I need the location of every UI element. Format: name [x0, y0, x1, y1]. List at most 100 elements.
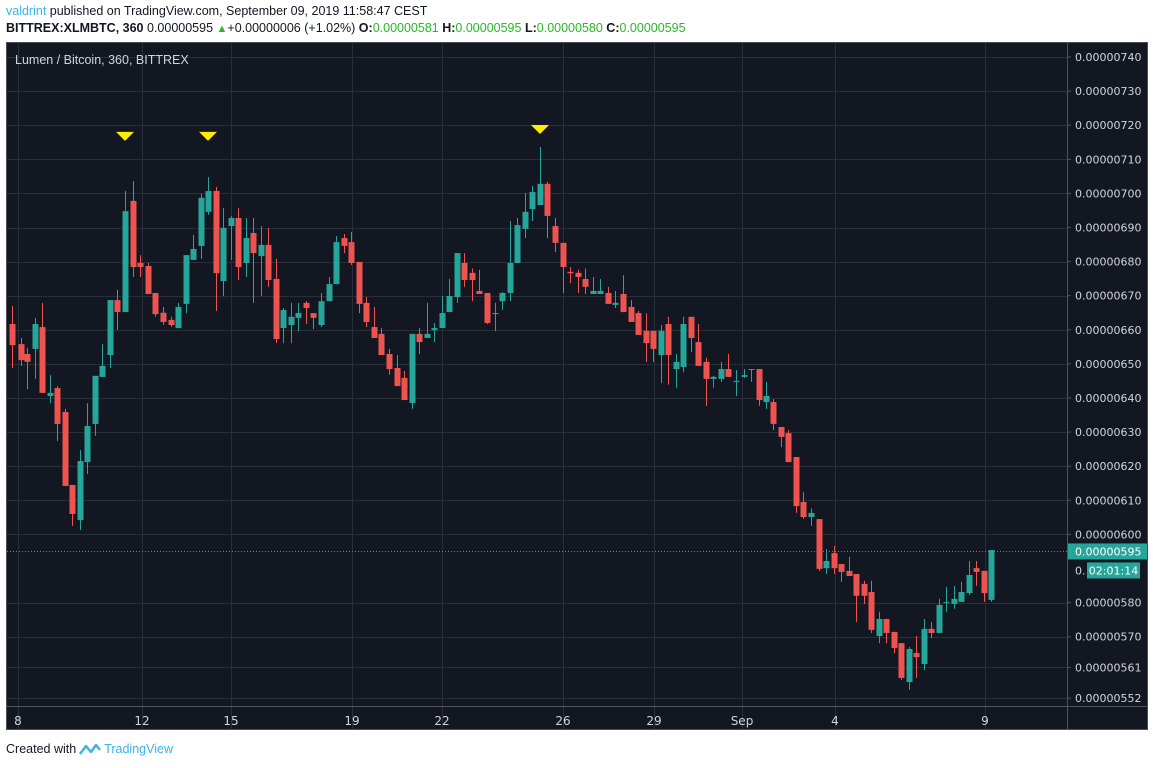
candle — [582, 268, 589, 294]
candle — [658, 325, 665, 383]
up-arrow-icon: ▲ — [216, 23, 228, 35]
low-label: L: — [524, 21, 537, 35]
price-tick-label: 0.00000570 — [1075, 631, 1141, 644]
price-tick-label: 0.00000620 — [1075, 460, 1141, 473]
candle — [454, 253, 461, 303]
candle — [763, 381, 770, 409]
candle — [47, 375, 54, 404]
candle — [183, 255, 190, 314]
candle — [386, 348, 393, 375]
author-link[interactable]: valdrint — [6, 4, 47, 18]
candle — [597, 278, 604, 294]
candle — [883, 618, 890, 644]
candle — [800, 492, 807, 520]
candle — [522, 193, 529, 239]
time-tick-label: 26 — [555, 714, 570, 728]
symbol-info-bar: BITTREX:XLMBTC, 360 0.00000595 ▲+0.00000… — [6, 21, 686, 35]
candle — [371, 306, 378, 338]
candle — [733, 370, 740, 396]
candle — [446, 278, 453, 313]
candle — [84, 403, 91, 475]
price-axis[interactable]: 0.00000740 0.00000730 0.00000720 0.00000710… — [1067, 51, 1141, 705]
candle — [107, 300, 114, 368]
price-tick-label: 0.00000680 — [1075, 256, 1141, 269]
bar-countdown-badge: 0. 02:01:14 — [1075, 562, 1140, 579]
high-label: H: — [442, 21, 456, 35]
price-tick-label: 0.00000740 — [1075, 51, 1141, 64]
candle — [590, 276, 597, 294]
candle — [680, 316, 687, 373]
candle — [190, 235, 197, 260]
candle — [688, 316, 695, 352]
candle — [250, 217, 257, 303]
price-change: +0.00000006 (+1.02%) — [227, 21, 356, 35]
candle — [265, 227, 272, 287]
candle — [605, 286, 612, 304]
candle — [122, 191, 129, 313]
candle — [560, 242, 567, 293]
candle — [492, 302, 499, 332]
candle — [703, 357, 710, 406]
candle — [943, 586, 950, 612]
time-tick-label: 15 — [223, 714, 238, 728]
published-text: published on TradingView.com, September … — [46, 4, 428, 18]
candle — [356, 261, 363, 314]
candle — [461, 253, 468, 287]
candle — [160, 306, 167, 326]
candle — [650, 330, 657, 362]
candle — [152, 292, 159, 317]
price-tick-label: 0.00000700 — [1075, 187, 1141, 200]
chart-frame[interactable] — [6, 42, 1148, 730]
open-value: 0.00000581 — [372, 21, 439, 35]
candle — [741, 369, 748, 378]
candle — [567, 267, 574, 284]
time-tick-label: 9 — [981, 714, 989, 728]
peak-markers — [116, 125, 549, 141]
candle — [303, 301, 310, 325]
price-tick-label: 0.00000630 — [1075, 426, 1141, 439]
candle — [258, 226, 265, 297]
price-tick-label: 0.00000600 — [1075, 528, 1141, 541]
price-tick-label: 0.00000561 — [1075, 661, 1141, 674]
candle — [333, 236, 340, 285]
candle — [921, 618, 928, 671]
svg-text:02:01:14: 02:01:14 — [1089, 564, 1138, 577]
candle — [280, 307, 287, 344]
tradingview-link[interactable]: TradingView — [104, 742, 173, 756]
down-triangle-marker-icon — [116, 131, 134, 141]
candle — [793, 456, 800, 513]
svg-text:0.00000595: 0.00000595 — [1075, 545, 1141, 558]
down-triangle-marker-icon — [531, 125, 549, 135]
price-tick-label: 0.00000580 — [1075, 597, 1141, 610]
candle — [92, 375, 99, 436]
candle — [537, 147, 544, 205]
candle — [273, 258, 280, 344]
candle — [868, 580, 875, 633]
candle — [898, 643, 905, 681]
price-tick-label: 0.00000710 — [1075, 153, 1141, 166]
candles — [9, 147, 995, 690]
candle — [628, 300, 635, 322]
candle — [318, 292, 325, 328]
candle — [853, 573, 860, 623]
candle — [620, 275, 627, 313]
price-tick-label: 0.00000720 — [1075, 119, 1141, 132]
time-axis[interactable]: 8 12 15 19 22 26 29 Sep 4 9 — [14, 714, 989, 728]
candle — [235, 208, 242, 281]
candle — [9, 305, 16, 368]
candle — [220, 208, 227, 297]
candle — [665, 316, 672, 385]
candle — [906, 646, 913, 690]
candle — [295, 302, 302, 332]
candle — [243, 217, 250, 277]
candle — [18, 337, 25, 366]
candle — [378, 328, 385, 356]
candle — [529, 185, 536, 222]
price-tick-label: 0.00000730 — [1075, 85, 1141, 98]
candle — [469, 268, 476, 302]
candle — [988, 550, 995, 602]
candle — [861, 580, 868, 604]
candle — [635, 311, 642, 335]
low-value: 0.00000580 — [536, 21, 603, 35]
